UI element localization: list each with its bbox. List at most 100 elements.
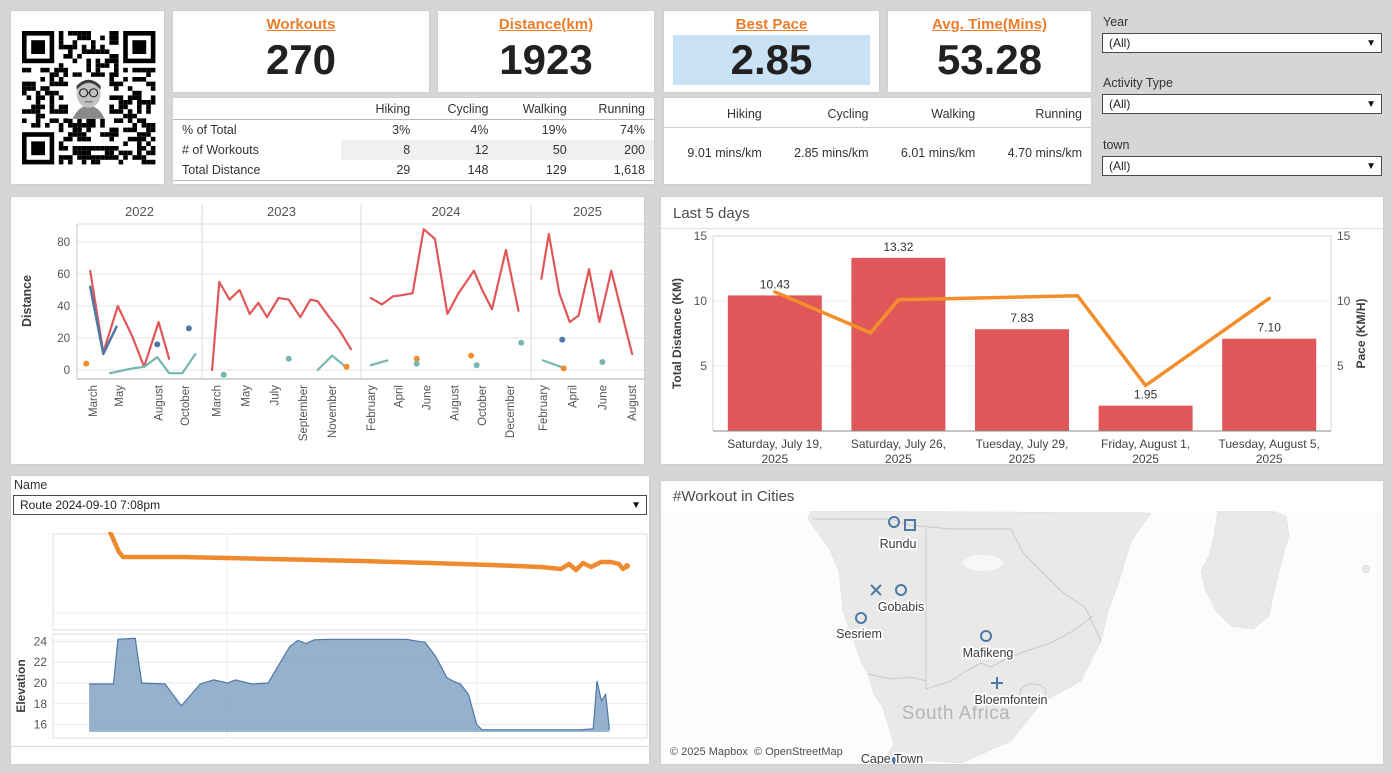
pace-line[interactable]: [773, 290, 1271, 388]
pace-cell[interactable]: 2.85 mins/km: [794, 146, 869, 160]
bar[interactable]: [727, 295, 822, 431]
qr-module: [81, 146, 87, 151]
axis-label: 20: [57, 333, 70, 345]
route-trace-chart[interactable]: [11, 532, 649, 632]
filter-town-select[interactable]: (All) ▼: [1102, 156, 1382, 176]
qr-module: [68, 49, 73, 54]
data-point-teal[interactable]: [220, 371, 227, 378]
x-marker[interactable]: [870, 584, 882, 596]
qr-module: [114, 86, 119, 91]
table-cell[interactable]: 8: [341, 140, 420, 160]
year-header: 2024: [432, 204, 461, 219]
qr-module: [86, 146, 91, 151]
table-cell[interactable]: 3%: [392, 123, 411, 137]
data-point-teal[interactable]: [285, 355, 292, 362]
qr-module: [35, 109, 41, 114]
bar[interactable]: [1222, 338, 1317, 431]
circle-marker[interactable]: [888, 516, 900, 528]
filter-activity-type-select[interactable]: (All) ▼: [1102, 94, 1382, 114]
route-path[interactable]: [99, 532, 630, 573]
axis-label: 10: [694, 294, 708, 308]
qr-module: [104, 49, 110, 54]
data-point-orange[interactable]: [83, 360, 90, 367]
date-label: Tuesday, August 5,: [1218, 437, 1319, 451]
filter-year-select[interactable]: (All) ▼: [1102, 33, 1382, 53]
qr-module: [137, 90, 142, 96]
date-label: 2025: [1256, 452, 1283, 464]
year-header: 2022: [125, 204, 154, 219]
data-point-orange[interactable]: [413, 355, 420, 362]
table-cell[interactable]: 29: [341, 160, 420, 181]
bar[interactable]: [975, 329, 1069, 431]
circle-marker[interactable]: [895, 584, 907, 596]
data-point-teal[interactable]: [518, 339, 525, 346]
series-line-teal[interactable]: [108, 352, 197, 375]
elevation-area[interactable]: [89, 638, 610, 732]
city-label-mafikeng: Mafikeng: [963, 646, 1014, 660]
qr-module: [68, 136, 73, 142]
data-point-orange[interactable]: [468, 352, 475, 359]
workout-cities-map[interactable]: South Africa Rundu Gobabis Sesriem Mafikeng B…: [661, 511, 1383, 764]
qr-module: [49, 95, 55, 100]
star-marker[interactable]: [888, 754, 900, 764]
qr-module: [58, 44, 64, 50]
qr-module: [132, 127, 137, 133]
qr-module: [109, 109, 114, 114]
last-5-days-chart[interactable]: 5 5 10 10 15 15 10.43 13.32 7.83 1.95 7.10 Saturday…: [661, 230, 1383, 464]
name-filter-label: Name: [14, 478, 48, 492]
date-label: 2025: [1009, 452, 1036, 464]
qr-module: [109, 40, 114, 45]
series-line-red[interactable]: [540, 232, 634, 356]
table-cell[interactable]: 12: [419, 140, 498, 160]
series-line-teal[interactable]: [541, 359, 562, 368]
bar[interactable]: [1098, 405, 1193, 431]
qr-module: [68, 31, 73, 36]
qr-module: [63, 155, 68, 160]
pace-cell[interactable]: 9.01 mins/km: [687, 146, 762, 160]
plus-marker[interactable]: [991, 677, 1003, 689]
data-point-orange[interactable]: [343, 363, 350, 370]
table-cell[interactable]: 19%: [541, 123, 567, 137]
qr-module: [63, 44, 68, 50]
data-point-blue[interactable]: [559, 336, 566, 343]
table-cell[interactable]: 50: [497, 140, 576, 160]
qr-module: [86, 35, 91, 41]
series-line-teal[interactable]: [316, 354, 345, 372]
data-point-teal[interactable]: [473, 362, 480, 369]
pace-cell[interactable]: 4.70 mins/km: [1007, 146, 1082, 160]
data-point-blue[interactable]: [185, 325, 192, 332]
chevron-down-icon: ▼: [1366, 99, 1376, 110]
series-line-red[interactable]: [369, 228, 520, 316]
series-line-blue[interactable]: [88, 285, 118, 356]
qr-module: [114, 81, 119, 87]
table-cell[interactable]: 1,618: [575, 160, 654, 181]
qr-module: [95, 159, 101, 165]
qr-module: [137, 95, 142, 100]
data-point-orange[interactable]: [560, 365, 567, 372]
name-filter-select[interactable]: Route 2024-09-10 7:08pm ▼: [13, 495, 647, 515]
square-marker[interactable]: [904, 519, 916, 531]
qr-module: [114, 40, 119, 45]
series-line-red[interactable]: [211, 280, 352, 372]
qr-module: [95, 49, 101, 54]
data-point-teal[interactable]: [413, 360, 420, 367]
series-line-teal[interactable]: [369, 359, 389, 367]
table-cell[interactable]: 129: [497, 160, 576, 181]
circle-marker[interactable]: [855, 612, 867, 624]
data-point-teal[interactable]: [599, 359, 606, 365]
table-cell[interactable]: 4%: [470, 123, 489, 137]
bar[interactable]: [851, 257, 946, 431]
qr-module: [77, 54, 82, 59]
qr-module: [132, 136, 137, 142]
circle-marker[interactable]: [980, 630, 992, 642]
qr-module: [68, 155, 73, 160]
table-cell[interactable]: 148: [419, 160, 498, 181]
table-cell[interactable]: 200: [575, 140, 654, 160]
elevation-chart[interactable]: 16 18 20 22 24 Elevation: [11, 632, 649, 742]
distance-by-month-chart[interactable]: 0 20 40 60 80 Distance 2022 March May August Octob…: [11, 197, 644, 464]
qr-module: [81, 123, 87, 128]
data-point-blue[interactable]: [154, 341, 161, 348]
table-cell[interactable]: 74%: [619, 123, 645, 137]
y-axis-title: Elevation: [14, 659, 28, 712]
pace-cell[interactable]: 6.01 mins/km: [900, 146, 976, 160]
